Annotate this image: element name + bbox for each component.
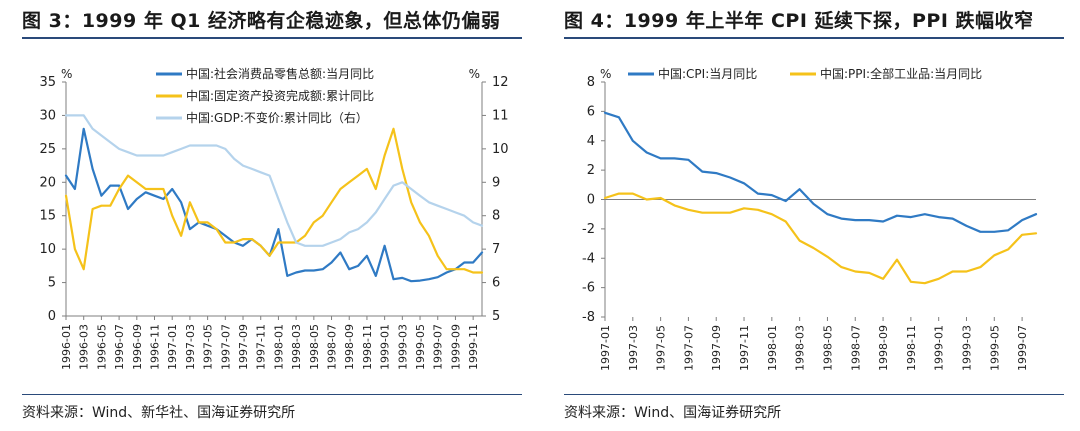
x-tick-label: 1996-09 [131, 324, 144, 370]
x-tick-label: 1999-07 [432, 324, 445, 370]
y2-tick-label: 9 [492, 175, 500, 190]
x-tick-label: 1997-07 [682, 325, 695, 371]
left-figure-title: 图 3：1999 年 Q1 经济略有企稳迹象，但总体仍偏弱 [22, 10, 501, 32]
x-tick-label: 1999-09 [449, 324, 462, 370]
left-source-note: 资料来源：Wind、新华社、国海证券研究所 [22, 405, 296, 421]
x-tick-label: 1998-11 [361, 324, 374, 370]
x-tick-label: 1999-11 [467, 324, 480, 370]
x-tick-label: 1999-05 [414, 324, 427, 370]
y-unit-label: % [61, 67, 72, 81]
legend-label: 中国:GDP:不变价:累计同比（右） [186, 110, 368, 125]
x-tick-label: 1997-05 [655, 325, 668, 371]
x-tick-label: 1999-01 [933, 325, 946, 371]
series-line-2 [64, 127, 484, 274]
y-tick-label: 0 [48, 309, 56, 324]
x-tick-label: 1997-11 [255, 324, 268, 370]
x-tick-label: 1996-11 [149, 324, 162, 370]
y-tick-label: 30 [39, 108, 56, 123]
right-source-divider [564, 394, 1064, 395]
y-tick-label: -6 [582, 281, 595, 296]
x-tick-label: 1998-03 [290, 324, 303, 370]
series-line-1 [603, 111, 1038, 233]
y-tick-label: 25 [39, 142, 56, 157]
legend-label: 中国:CPI:当月同比 [658, 66, 757, 81]
y-tick-label: -2 [582, 222, 595, 237]
y-tick-label: 35 [39, 75, 56, 90]
y-tick-label: 5 [48, 276, 56, 291]
x-tick-label: 1999-01 [379, 324, 392, 370]
series-line-2 [603, 192, 1038, 285]
x-tick-label: 1998-01 [272, 324, 285, 370]
y2-tick-label: 7 [492, 242, 500, 257]
x-tick-label: 1998-07 [849, 325, 862, 371]
y2-tick-label: 12 [492, 75, 509, 90]
y-tick-label: 15 [39, 209, 56, 224]
x-tick-label: 1997-09 [237, 324, 250, 370]
y-tick-label: 4 [587, 134, 595, 149]
left-title-divider [22, 37, 522, 39]
x-tick-label: 1997-03 [627, 325, 640, 371]
right-figure-title: 图 4：1999 年上半年 CPI 延续下探，PPI 跌幅收窄 [564, 10, 1034, 32]
x-tick-label: 1997-09 [710, 325, 723, 371]
x-tick-label: 1999-03 [396, 324, 409, 370]
x-tick-label: 1997-03 [184, 324, 197, 370]
y-tick-label: 6 [587, 104, 595, 119]
y-tick-label: 0 [587, 193, 595, 208]
y-tick-label: -8 [582, 310, 595, 325]
x-tick-label: 1996-01 [60, 324, 73, 370]
y2-tick-label: 11 [492, 108, 509, 123]
y-tick-label: 20 [39, 175, 56, 190]
y2-tick-label: 5 [492, 309, 500, 324]
x-tick-label: 1998-03 [794, 325, 807, 371]
x-tick-label: 1996-05 [95, 324, 108, 370]
series-line-3 [64, 114, 484, 247]
left-source-divider [22, 394, 522, 395]
x-tick-label: 1999-05 [988, 325, 1001, 371]
right-source-note: 资料来源：Wind、国海证券研究所 [564, 405, 782, 421]
x-tick-label: 1997-05 [202, 324, 215, 370]
y-tick-label: 10 [39, 242, 56, 257]
legend-label: 中国:PPI:全部工业品:当月同比 [820, 66, 982, 81]
legend-label: 中国:社会消费品零售总额:当月同比 [186, 66, 374, 81]
y-tick-label: -4 [582, 251, 595, 266]
x-tick-label: 1997-11 [738, 325, 751, 371]
y2-tick-label: 8 [492, 209, 500, 224]
x-tick-label: 1996-07 [113, 324, 126, 370]
x-tick-label: 1998-09 [877, 325, 890, 371]
x-tick-label: 1998-01 [766, 325, 779, 371]
y-unit-label: % [600, 67, 611, 81]
y2-tick-label: 10 [492, 142, 509, 157]
x-tick-label: 1997-07 [219, 324, 232, 370]
x-tick-label: 1998-09 [343, 324, 356, 370]
x-tick-label: 1998-11 [905, 325, 918, 371]
y2-unit-label: % [469, 67, 480, 81]
x-tick-label: 1998-05 [308, 324, 321, 370]
y-tick-label: 2 [587, 163, 595, 178]
x-tick-label: 1998-07 [326, 324, 339, 370]
y-tick-label: 8 [587, 75, 595, 90]
legend-label: 中国:固定资产投资完成额:累计同比 [186, 88, 374, 103]
x-tick-label: 1998-05 [821, 325, 834, 371]
x-tick-label: 1997-01 [599, 325, 612, 371]
y2-tick-label: 6 [492, 276, 500, 291]
x-tick-label: 1997-01 [166, 324, 179, 370]
right-title-divider [564, 37, 1064, 39]
x-tick-label: 1999-03 [960, 325, 973, 371]
x-tick-label: 1996-03 [78, 324, 91, 370]
x-tick-label: 1999-07 [1016, 325, 1029, 371]
series-line-1 [64, 127, 484, 283]
